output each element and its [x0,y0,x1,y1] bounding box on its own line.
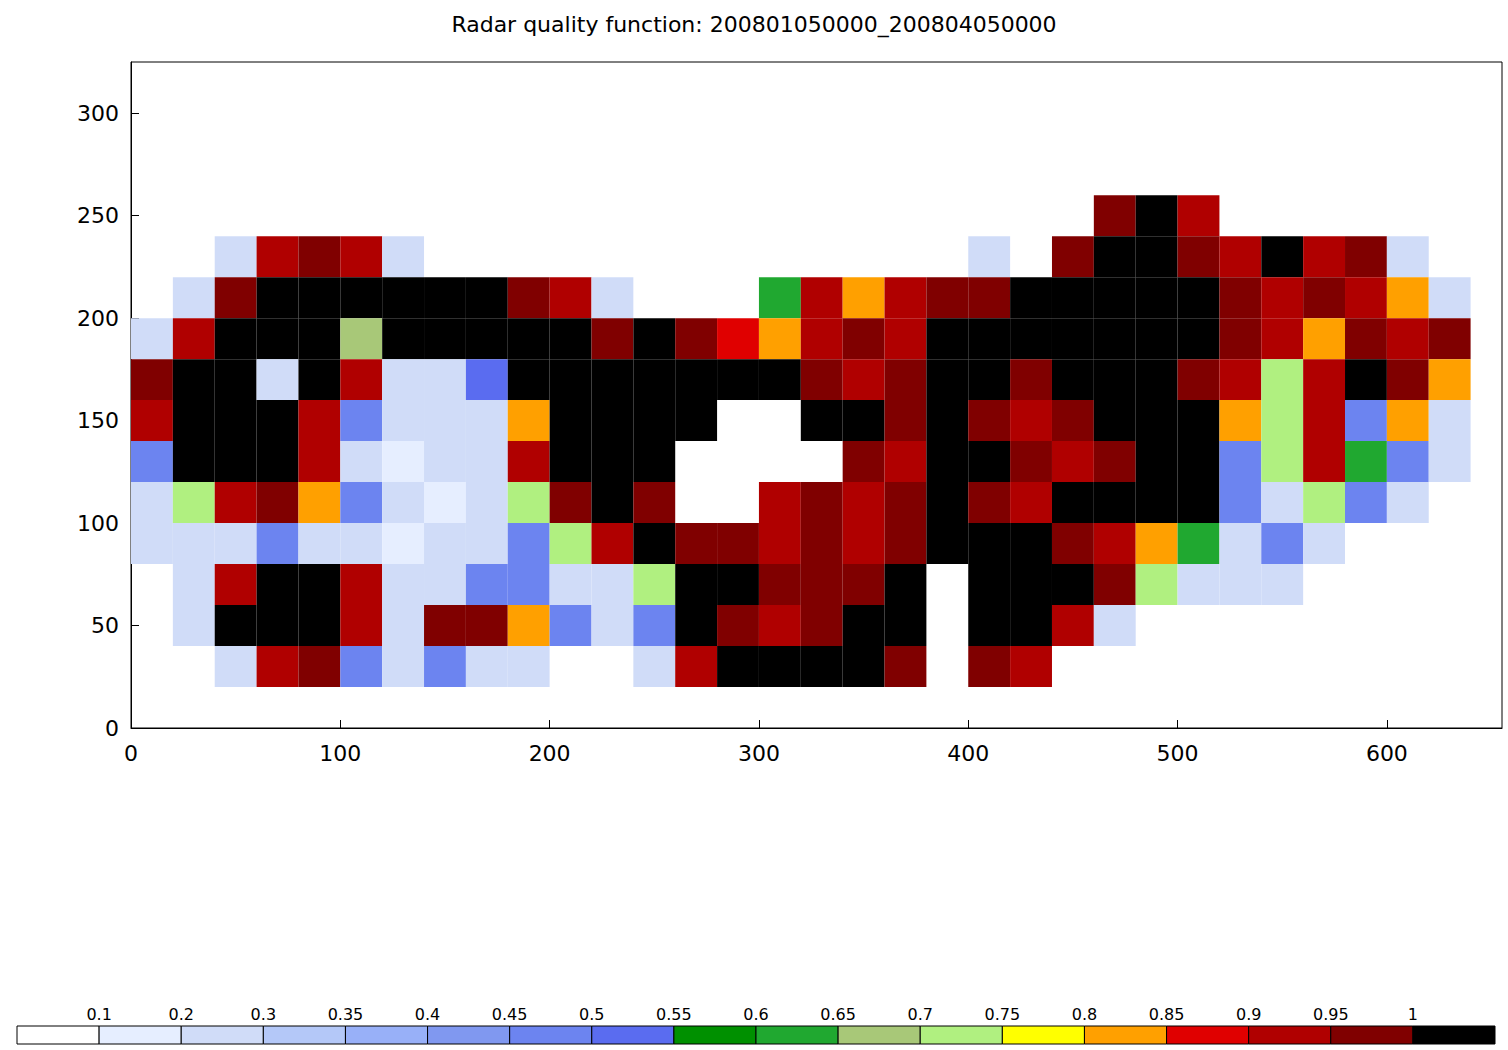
svg-text:0.4: 0.4 [415,1005,440,1024]
svg-text:0.45: 0.45 [492,1005,528,1024]
svg-text:0.8: 0.8 [1072,1005,1097,1024]
svg-text:0.75: 0.75 [985,1005,1021,1024]
svg-text:0.65: 0.65 [820,1005,856,1024]
svg-text:200: 200 [77,306,119,331]
svg-text:0.7: 0.7 [907,1005,932,1024]
svg-text:0.55: 0.55 [656,1005,692,1024]
svg-text:0.3: 0.3 [251,1005,276,1024]
svg-text:0.2: 0.2 [168,1005,193,1024]
svg-text:300: 300 [738,741,780,766]
svg-text:0.1: 0.1 [86,1005,111,1024]
svg-text:0: 0 [124,741,138,766]
svg-text:600: 600 [1366,741,1408,766]
svg-text:300: 300 [77,101,119,126]
svg-text:0: 0 [105,716,119,741]
svg-text:0.5: 0.5 [579,1005,604,1024]
svg-text:0.35: 0.35 [328,1005,364,1024]
svg-text:1: 1 [1408,1005,1418,1024]
svg-text:0.85: 0.85 [1149,1005,1185,1024]
svg-text:500: 500 [1157,741,1199,766]
svg-text:100: 100 [319,741,361,766]
svg-text:200: 200 [529,741,571,766]
svg-text:50: 50 [91,613,119,638]
svg-text:100: 100 [77,511,119,536]
svg-text:Radar quality function: 200801: Radar quality function: 200801050000_200… [451,12,1056,38]
svg-text:250: 250 [77,203,119,228]
svg-text:0.95: 0.95 [1313,1005,1349,1024]
svg-text:150: 150 [77,408,119,433]
svg-text:400: 400 [947,741,989,766]
svg-text:0.9: 0.9 [1236,1005,1261,1024]
svg-text:0.6: 0.6 [743,1005,768,1024]
